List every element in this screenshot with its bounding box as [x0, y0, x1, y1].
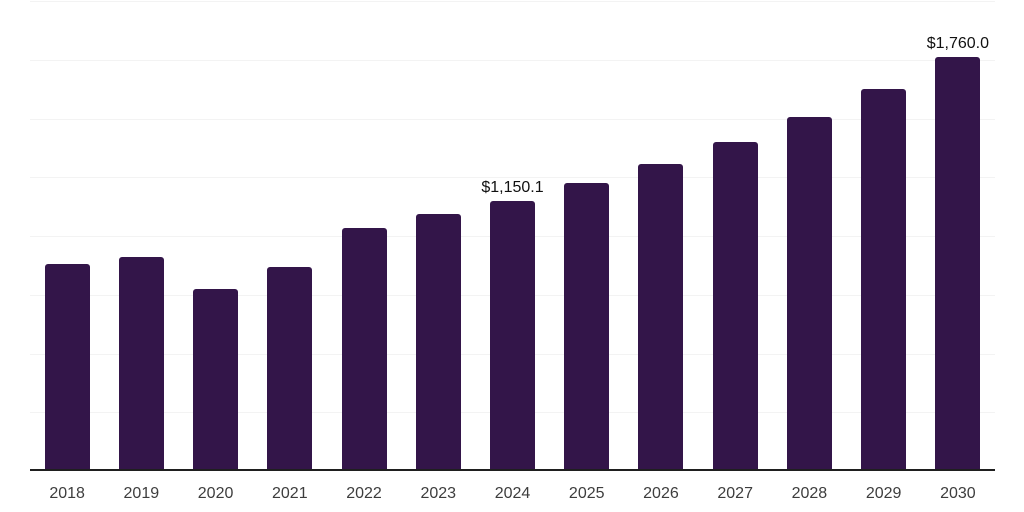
bar-2025	[564, 183, 610, 471]
x-axis-labels: 2018 2019 2020 2021 2022 2023 2024 2025 2026 2027…	[30, 484, 995, 506]
bar-2021	[267, 266, 313, 471]
bar-2023	[415, 214, 461, 471]
x-tick-label-2028: 2028	[791, 485, 828, 502]
x-tick-label-2027: 2027	[717, 485, 753, 502]
bar-2022	[341, 228, 387, 471]
value-label-2030: $1,760.0	[926, 35, 990, 53]
gridline	[30, 1, 995, 2]
bar-2030	[935, 57, 981, 471]
x-tick-label-2022: 2022	[346, 485, 382, 502]
gridline	[30, 118, 995, 120]
x-tick-label-2019: 2019	[123, 485, 160, 502]
x-tick-label-2024: 2024	[494, 485, 531, 502]
x-tick-label-2018: 2018	[49, 485, 85, 502]
bar-2027	[712, 142, 758, 471]
bar-2019	[118, 257, 164, 471]
x-tick-label-2030: 2030	[940, 485, 976, 502]
value-label-2024: $1,150.1	[481, 178, 544, 196]
x-tick-label-2025: 2025	[568, 485, 605, 502]
x-tick-label-2020: 2020	[197, 485, 234, 502]
x-tick-label-2026: 2026	[643, 485, 679, 502]
x-tick-label-2029: 2029	[865, 485, 902, 502]
bar-2020	[193, 288, 239, 471]
x-tick-label-2021: 2021	[272, 485, 308, 502]
x-tick-label-2023: 2023	[420, 485, 457, 502]
gridline	[30, 59, 995, 61]
bar-2024	[490, 200, 535, 471]
gridline	[30, 177, 995, 179]
bar-2028	[786, 117, 832, 471]
bar-2018	[44, 264, 90, 471]
x-axis-line	[30, 469, 995, 471]
bar-2029	[861, 88, 907, 471]
bar-2026	[638, 163, 684, 471]
plot-area: $1,150.1 $1,760.0	[30, 1, 995, 471]
